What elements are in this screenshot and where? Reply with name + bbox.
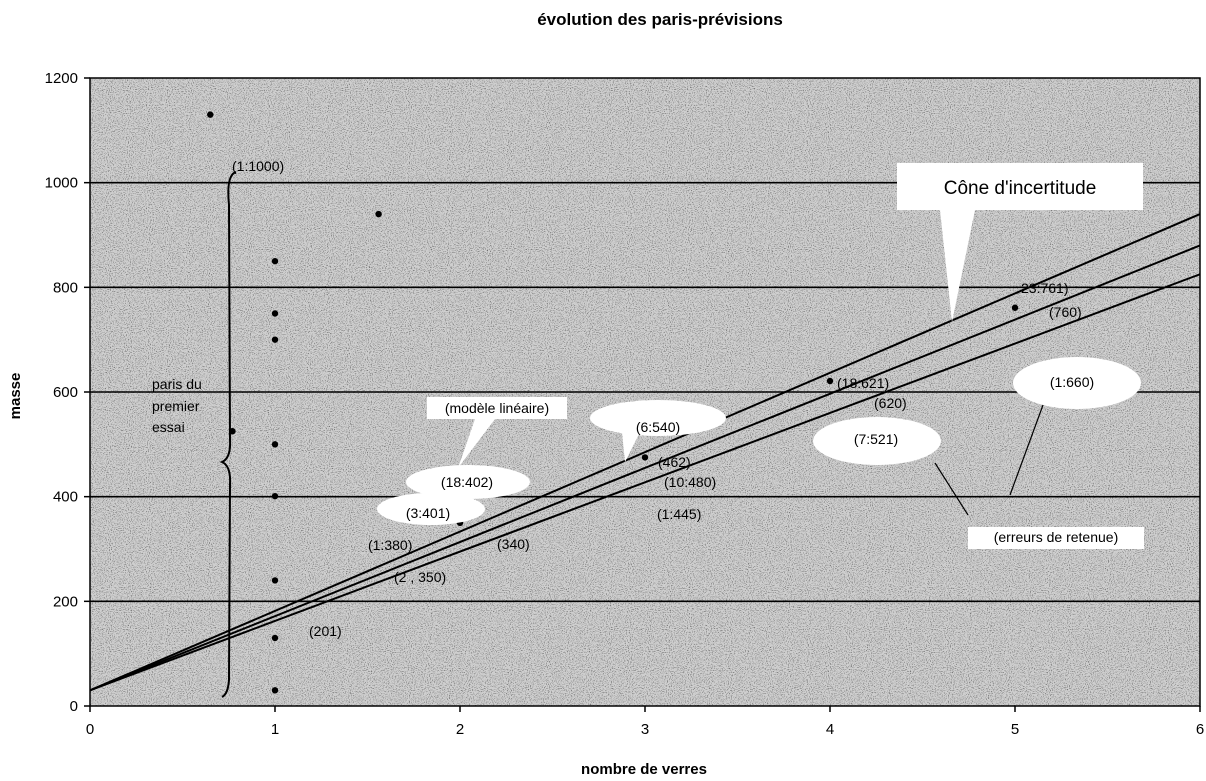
y-tick-label: 800	[53, 279, 78, 296]
y-tick-label: 200	[53, 593, 78, 610]
regression-line-3	[89, 273, 1201, 692]
x-tick-label: 2	[456, 721, 464, 738]
bubble-6-540-tail	[622, 432, 640, 462]
data-point	[271, 336, 279, 343]
data-point	[271, 257, 279, 265]
data-point	[271, 492, 279, 500]
bubble-3-401	[377, 493, 485, 525]
x-tick-label: 4	[826, 721, 834, 738]
data-point	[207, 111, 214, 118]
data-point	[271, 634, 279, 642]
x-axis-label: nombre de verres	[581, 761, 707, 778]
y-axis-label: masse	[7, 373, 24, 420]
data-point	[271, 687, 279, 694]
regression-line-1	[89, 213, 1201, 692]
data-point	[1011, 304, 1019, 311]
bubble-18-402	[406, 465, 530, 499]
errors-pointer-left	[934, 462, 969, 516]
cone-label-box	[897, 163, 1143, 210]
first-bets-line-2: premier	[152, 398, 200, 414]
label-18-621: (18:621)	[837, 375, 889, 391]
bubble-1-660	[1013, 357, 1141, 409]
errors-label: (erreurs de retenue)	[994, 529, 1119, 545]
model-label-box	[427, 397, 567, 419]
label-18-402: (18:402)	[441, 474, 493, 490]
cone-pointer	[940, 210, 975, 322]
y-tick-label: 1000	[45, 175, 78, 192]
label-23-761: 23:761)	[1021, 280, 1068, 296]
label-2-350: (2 , 350)	[394, 569, 446, 585]
x-tick-label: 0	[86, 721, 94, 738]
label-1-380: (1:380)	[368, 537, 412, 553]
x-tick-label: 6	[1196, 721, 1204, 738]
x-tick-label: 5	[1011, 721, 1019, 738]
x-tick-label: 3	[641, 721, 649, 738]
label-201: (201)	[309, 623, 342, 639]
y-tick-label: 0	[70, 698, 78, 715]
data-point	[826, 377, 834, 385]
errors-label-box	[968, 527, 1144, 549]
label-620: (620)	[874, 395, 907, 411]
errors-pointer-right	[1009, 404, 1044, 496]
first-trial-brace	[219, 171, 237, 698]
first-bets-line-3: essai	[152, 419, 185, 435]
y-tick-label: 1200	[45, 70, 78, 87]
axis-ticks: 0 1 2 3 4 5 6 0 200 400 600 800 1000 1200	[45, 70, 1205, 738]
label-462: (462)	[658, 454, 691, 470]
data-point	[641, 454, 649, 461]
x-tick-label: 1	[271, 721, 279, 738]
label-1-445: (1:445)	[657, 506, 701, 522]
y-tick-label: 600	[53, 384, 78, 401]
cone-label: Cône d'incertitude	[944, 178, 1097, 199]
y-tick-label: 400	[53, 489, 78, 506]
label-10-480: (10:480)	[664, 474, 716, 490]
annotations: (1:1000) paris du premier essai (1:380) …	[152, 158, 1082, 639]
label-760: (760)	[1049, 304, 1082, 320]
label-340: (340)	[497, 536, 530, 552]
first-bets-line-1: paris du	[152, 376, 202, 392]
chart-title: évolution des paris-prévisions	[537, 10, 783, 29]
label-3-401: (3:401)	[406, 505, 450, 521]
regression-lines	[89, 213, 1201, 692]
callouts: Cône d'incertitude (modèle linéaire) (18…	[377, 163, 1144, 549]
label-1-1000: (1:1000)	[232, 158, 284, 174]
regression-line-2	[89, 244, 1201, 692]
data-point	[271, 441, 279, 448]
label-1-660: (1:660)	[1050, 374, 1094, 390]
bubble-6-540	[590, 400, 726, 436]
data-point	[375, 210, 382, 218]
model-label: (modèle linéaire)	[445, 400, 549, 416]
data-point	[271, 310, 279, 317]
data-point	[271, 577, 279, 584]
label-6-540: (6:540)	[636, 419, 680, 435]
bubble-7-521	[813, 417, 941, 465]
model-pointer	[458, 419, 495, 468]
label-7-521: (7:521)	[854, 431, 898, 447]
